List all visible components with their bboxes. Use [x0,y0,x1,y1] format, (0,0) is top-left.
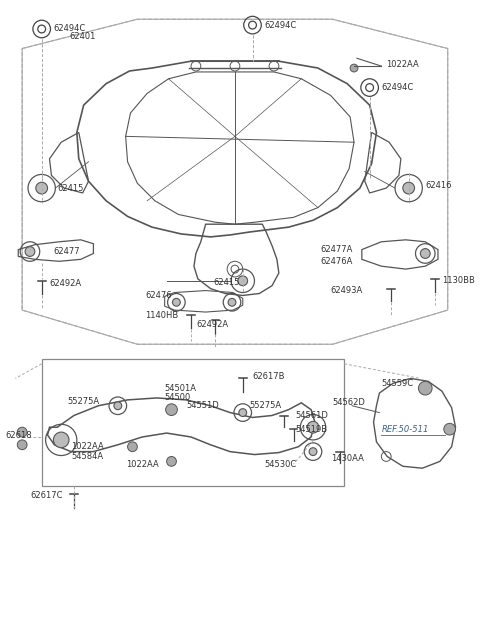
Text: 62492A: 62492A [49,279,82,288]
Text: 62415: 62415 [214,278,240,287]
Circle shape [420,249,430,258]
Circle shape [307,421,319,433]
Text: 1022AA: 1022AA [126,460,158,469]
Circle shape [166,404,177,416]
Text: 62492A: 62492A [196,320,228,329]
Text: 62494C: 62494C [264,21,297,30]
Text: 54519B: 54519B [296,425,327,434]
Text: 62476: 62476 [145,291,172,300]
Circle shape [128,442,137,452]
Circle shape [309,448,317,455]
Text: REF.50-511: REF.50-511 [381,425,429,434]
Circle shape [172,298,180,306]
Text: 62494C: 62494C [381,83,414,92]
Circle shape [17,427,27,437]
Text: 54561D: 54561D [296,411,328,420]
Text: 55275A: 55275A [67,398,99,406]
Text: 62477: 62477 [53,247,80,256]
Text: 54562D: 54562D [333,398,365,408]
Text: 62415: 62415 [57,183,84,193]
Circle shape [350,64,358,72]
Text: 62618: 62618 [6,431,32,440]
Text: 54584A: 54584A [71,452,103,461]
Text: 54500: 54500 [165,393,191,403]
Circle shape [25,247,35,256]
Circle shape [167,457,176,466]
Text: 1140HB: 1140HB [145,311,179,320]
Text: 1130BB: 1130BB [442,276,475,285]
Circle shape [238,276,248,286]
Text: 54501A: 54501A [165,384,197,392]
Circle shape [419,381,432,395]
Circle shape [36,182,48,194]
Text: 62493A: 62493A [331,286,363,295]
Text: 62477A: 62477A [321,245,353,254]
Text: 1022AA: 1022AA [71,442,104,452]
Text: 62401: 62401 [69,32,96,41]
Circle shape [239,409,247,416]
Text: 1430AA: 1430AA [331,454,363,463]
Text: 54559C: 54559C [381,379,413,388]
Text: 62494C: 62494C [53,23,85,33]
Circle shape [228,298,236,306]
Text: 62617C: 62617C [30,491,62,500]
Circle shape [444,423,456,435]
Text: 62617B: 62617B [252,372,285,381]
Text: 54551D: 54551D [186,401,219,410]
Text: 62476A: 62476A [321,257,353,266]
Circle shape [403,182,415,194]
Text: 54530C: 54530C [264,460,297,469]
Text: 55275A: 55275A [250,401,282,410]
Circle shape [53,432,69,448]
Text: 62416: 62416 [425,181,452,190]
Circle shape [17,440,27,450]
Text: 1022AA: 1022AA [386,60,419,68]
Circle shape [114,402,122,409]
